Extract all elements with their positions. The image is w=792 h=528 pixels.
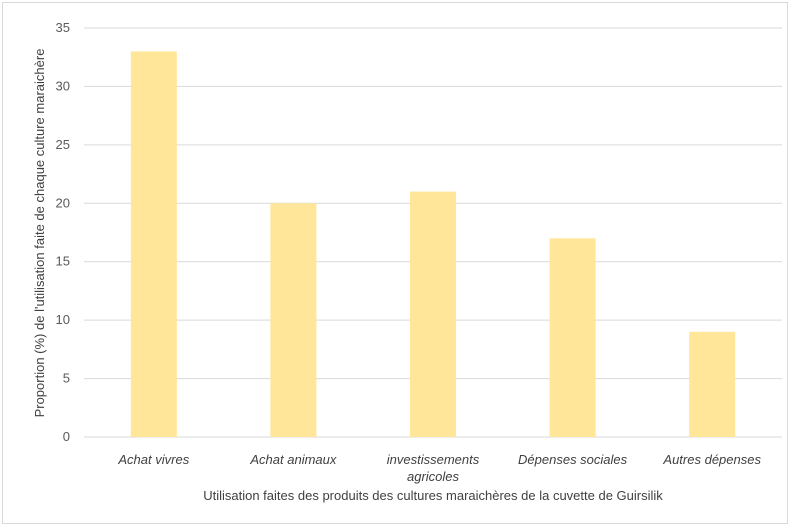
y-tick-labels: 0 5 10 15 20 25 30 35 xyxy=(56,20,70,444)
bar-3 xyxy=(410,191,456,437)
x-tick-label: Achat vivres xyxy=(117,452,189,467)
bar-2 xyxy=(270,203,317,437)
y-tick-label: 0 xyxy=(63,429,70,444)
y-tick-label: 10 xyxy=(56,312,70,327)
bar-5 xyxy=(689,331,736,437)
y-axis-title: Proportion (%) de l'utilisation faite de… xyxy=(32,49,47,418)
y-tick-label: 25 xyxy=(56,137,70,152)
x-tick-label: agricoles xyxy=(407,469,460,484)
x-tick-labels: Achat vivres Achat animaux investissements… xyxy=(117,452,761,484)
x-axis-title: Utilisation faites des produits des cult… xyxy=(203,488,663,503)
y-tick-label: 30 xyxy=(56,78,70,93)
y-tick-label: 15 xyxy=(56,254,70,269)
bar-4 xyxy=(549,238,596,437)
bar-1 xyxy=(130,51,177,437)
x-tick-label: investissements xyxy=(387,452,480,467)
y-tick-label: 5 xyxy=(63,371,70,386)
y-tick-label: 20 xyxy=(56,195,70,210)
x-tick-label: Achat animaux xyxy=(249,452,336,467)
x-tick-label: Autres dépenses xyxy=(662,452,761,467)
bars xyxy=(130,51,736,437)
x-tick-label: Dépenses sociales xyxy=(518,452,628,467)
y-tick-label: 35 xyxy=(56,20,70,35)
